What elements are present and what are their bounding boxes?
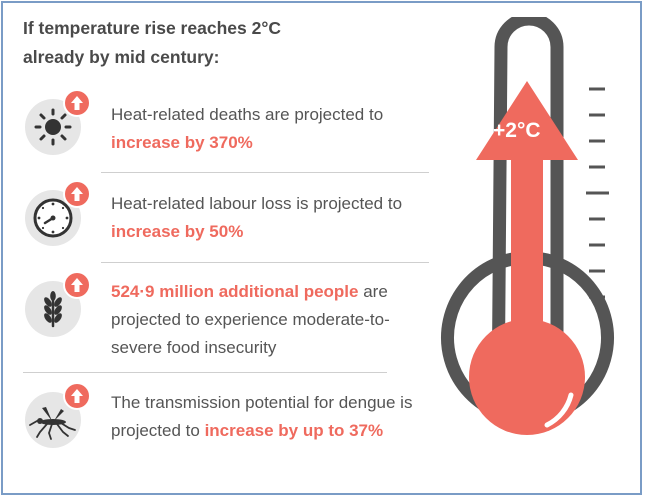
impact-text: The transmission potential for dengue is… — [111, 389, 421, 445]
divider — [101, 172, 429, 173]
clock-icon — [33, 198, 73, 238]
mosquito-icon — [29, 407, 76, 440]
impact-text: Heat-related deaths are projected to inc… — [111, 101, 421, 157]
impact-text-part: The transmission potential for dengue is… — [111, 393, 413, 440]
increase-arrow-icon — [63, 180, 91, 208]
increase-arrow-icon — [63, 382, 91, 410]
icon-container — [25, 180, 91, 246]
thermometer-mercury — [511, 147, 543, 347]
divider — [23, 372, 387, 373]
wheat-icon — [44, 291, 62, 328]
infographic-title: If temperature rise reaches 2°C already … — [23, 18, 281, 67]
impact-highlight: 524·9 million additional people — [111, 282, 359, 301]
thermometer-icon — [441, 17, 614, 435]
impact-text-part: are projected to experience moderate-to-… — [111, 282, 390, 357]
temperature-label: +2°C — [493, 119, 541, 142]
impact-text-part: Heat-related deaths are projected to — [111, 105, 384, 124]
icon-container — [25, 89, 91, 155]
impact-highlight: increase by 370% — [111, 133, 253, 152]
icon-container — [25, 271, 91, 337]
thermometer-scale — [586, 87, 609, 299]
sun-icon — [34, 108, 72, 146]
icon-container — [25, 382, 91, 448]
impact-highlight: increase by up to 37% — [204, 421, 384, 440]
rise-arrow-icon — [476, 81, 578, 160]
impact-highlight: increase by 50% — [111, 222, 244, 241]
impact-text: Heat-related labour loss is projected to… — [111, 190, 421, 246]
increase-arrow-icon — [63, 271, 91, 299]
impact-text-part: Heat-related labour loss is projected to — [111, 194, 403, 213]
impact-text: 524·9 million additional people are proj… — [111, 278, 421, 362]
thermometer-bulb — [469, 319, 585, 435]
increase-arrow-icon — [63, 89, 91, 117]
divider — [101, 262, 429, 263]
